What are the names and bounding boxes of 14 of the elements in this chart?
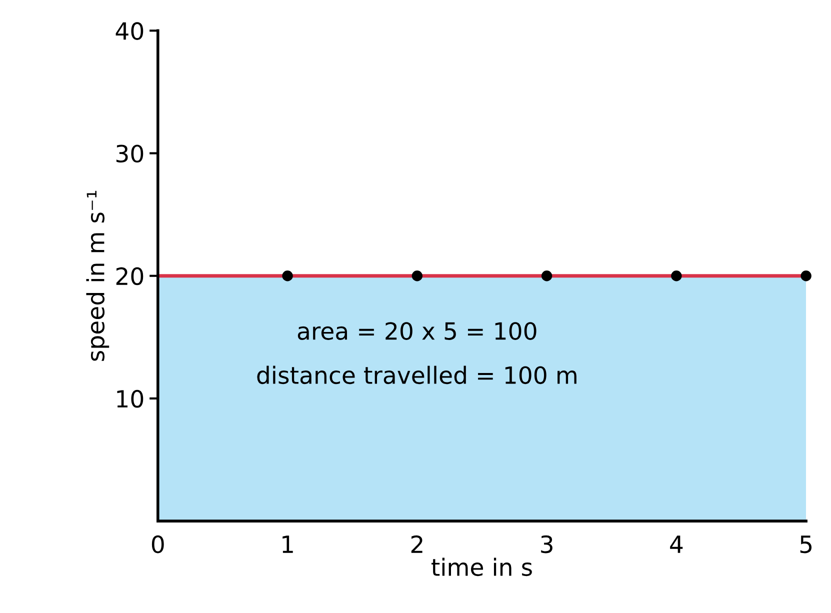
y-tick-label: 20: [116, 267, 144, 286]
x-tick-label: 4: [670, 536, 683, 553]
y-tick-label: 40: [116, 22, 144, 40]
x-axis-title: time in s: [432, 558, 532, 576]
y-tick-label: 10: [117, 390, 144, 408]
x-tick-label: 3: [541, 535, 552, 554]
x-tick-label: 2: [411, 535, 422, 553]
annotation: area = 20 x 5 = 100: [298, 322, 536, 340]
annotation: distance travelled = 100 m: [257, 366, 576, 384]
x-tick-label: 1: [282, 536, 293, 553]
x-tick-label: 0: [152, 535, 164, 554]
y-tick-label: 30: [116, 144, 144, 163]
x-tick-label: 5: [800, 536, 812, 554]
y-axis-title: speed in m s⁻¹: [86, 190, 110, 361]
